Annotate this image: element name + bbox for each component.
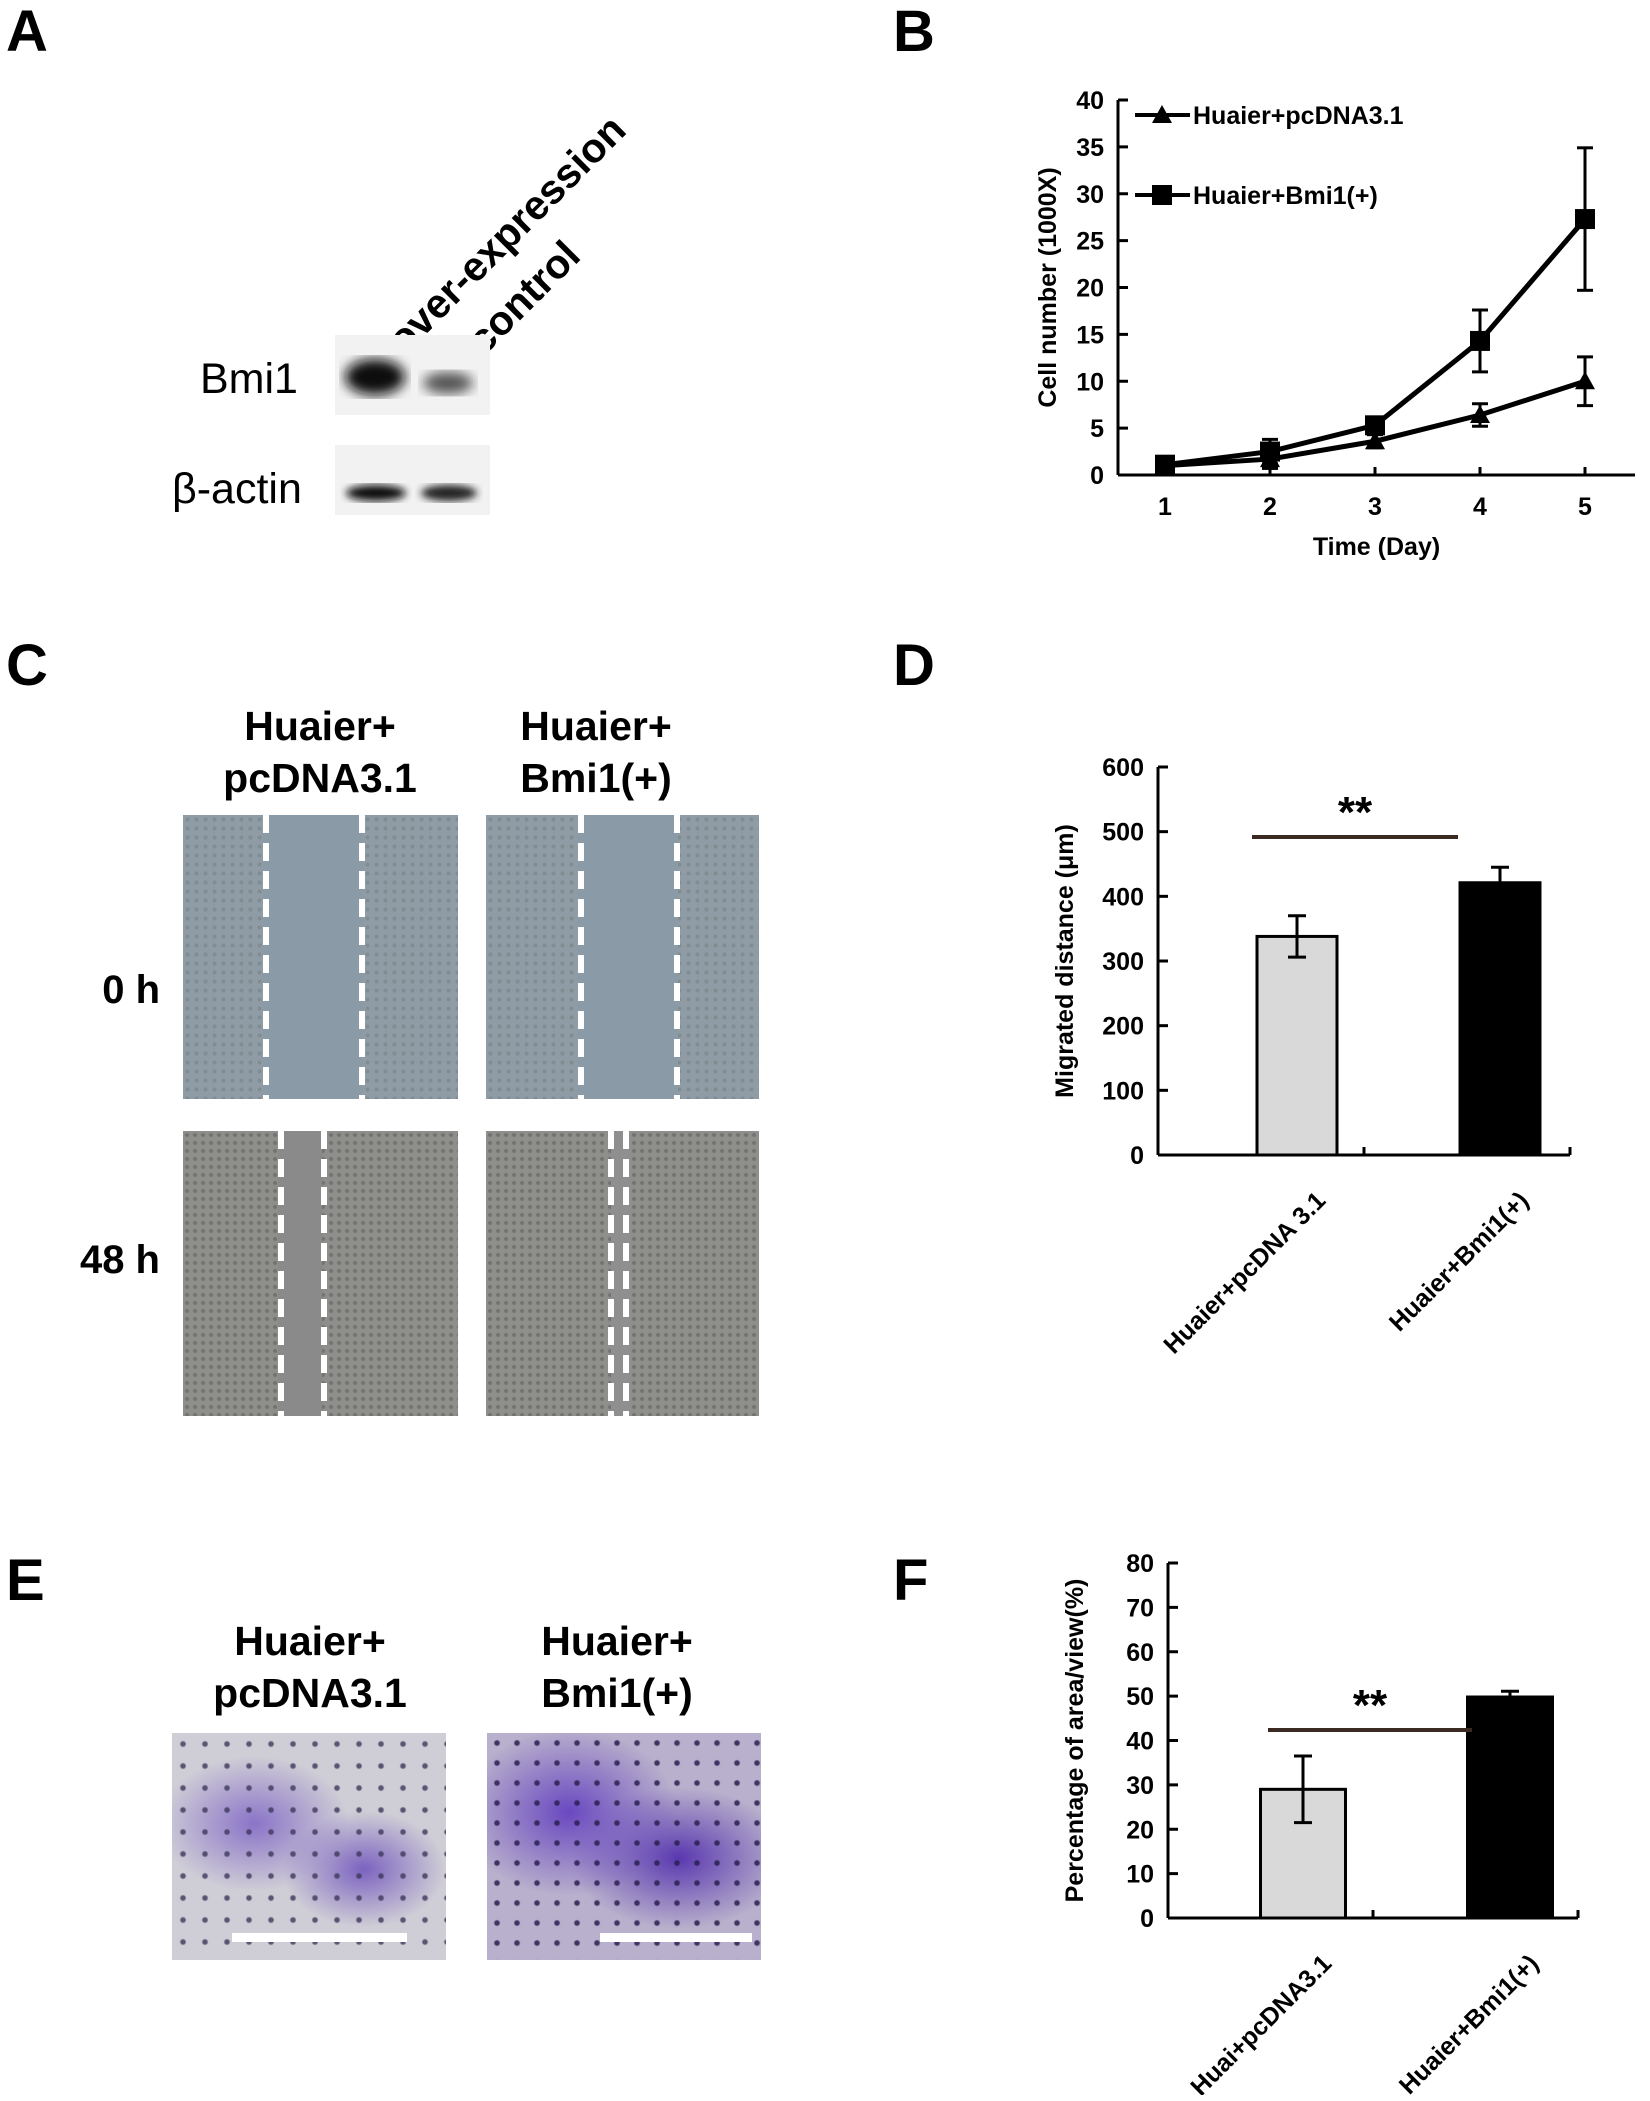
triangle-marker: [1365, 431, 1385, 450]
y-tick-label: 200: [1102, 1013, 1144, 1041]
y-tick-label: 100: [1102, 1077, 1144, 1105]
category-label: Huaier+Bmi1(+): [1384, 1186, 1534, 1336]
y-tick-label: 40: [1076, 87, 1104, 115]
legend-label: Huaier+Bmi1(+): [1193, 182, 1378, 210]
y-tick-label: 300: [1102, 948, 1144, 976]
y-axis-label: Migrated distance (μm): [1051, 824, 1079, 1098]
transwell-photo-pcdna: [172, 1733, 446, 1960]
y-tick-label: 10: [1076, 368, 1104, 396]
col-header-line: Bmi1(+): [541, 1670, 693, 1716]
y-tick-label: 20: [1126, 1816, 1154, 1844]
y-tick-label: 70: [1126, 1594, 1154, 1622]
panel-letter-c: C: [6, 633, 48, 698]
panel-letter-f: F: [893, 1548, 929, 1613]
y-tick-label: 10: [1126, 1861, 1154, 1889]
panel-letter-e: E: [6, 1548, 45, 1613]
significance-marker: **: [1338, 788, 1373, 837]
x-axis-label: Time (Day): [1313, 533, 1440, 561]
y-tick-label: 0: [1090, 462, 1104, 490]
col-header-line: pcDNA3.1: [223, 755, 417, 801]
square-marker: [1152, 185, 1172, 205]
wound-photo-pcdna-48h: [183, 1131, 458, 1416]
y-tick-label: 35: [1076, 134, 1104, 162]
x-tick-label: 3: [1368, 493, 1382, 521]
y-tick-label: 0: [1130, 1142, 1144, 1170]
square-marker: [1260, 441, 1280, 462]
y-axis-label: Percentage of area/view(%): [1061, 1579, 1089, 1903]
area-percentage-bar-chart: 0 10 20 30 40 50 60 70 80 Percentage of area/view…: [1061, 1550, 1580, 2095]
col-header-line: Huaier+: [541, 1618, 693, 1664]
x-tick-label: 1: [1158, 493, 1172, 521]
transwell-photo-bmi1: [487, 1733, 761, 1960]
col-header-bmi1-c: Huaier+ Bmi1(+): [446, 700, 746, 804]
x-tick-label: 4: [1473, 493, 1487, 521]
y-tick-label: 500: [1102, 819, 1144, 847]
col-header-line: Bmi1(+): [520, 755, 672, 801]
y-tick-label: 80: [1126, 1550, 1154, 1578]
bar: [1255, 934, 1339, 1157]
blot-row-label-beta-actin: β-actin: [172, 465, 302, 513]
col-header-line: Huaier+: [244, 703, 396, 749]
x-tick-label: 5: [1578, 493, 1592, 521]
y-tick-label: 15: [1076, 321, 1104, 349]
y-tick-label: 20: [1076, 275, 1104, 303]
triangle-marker: [1575, 371, 1595, 390]
western-blot-image: [335, 335, 490, 515]
blot-row-label-bmi1: Bmi1: [200, 355, 298, 403]
scale-bar: [600, 1933, 752, 1942]
wound-photo-bmi1-0h: [486, 815, 759, 1099]
scale-bar: [232, 1933, 407, 1942]
square-marker: [1155, 454, 1175, 475]
square-marker: [1575, 209, 1595, 230]
y-tick-label: 30: [1126, 1772, 1154, 1800]
y-tick-label: 25: [1076, 228, 1104, 256]
y-tick-label: 5: [1090, 415, 1104, 443]
wound-photo-bmi1-48h: [486, 1131, 759, 1416]
square-marker: [1365, 415, 1385, 436]
wound-photo-pcdna-0h: [183, 815, 458, 1099]
legend-label: Huaier+pcDNA3.1: [1193, 102, 1404, 130]
cell-number-line-chart: 0 5 10 15 20 25 30 35 40 1 2 3 4 5 Time (Day) Cell numb…: [1034, 87, 1635, 561]
bar: [1466, 1695, 1554, 1920]
col-header-line: Huaier+: [520, 703, 672, 749]
y-tick-label: 60: [1126, 1639, 1154, 1667]
col-header-line: pcDNA3.1: [213, 1670, 407, 1716]
y-tick-label: 40: [1126, 1728, 1154, 1756]
y-tick-label: 400: [1102, 883, 1144, 911]
y-tick-label: 600: [1102, 754, 1144, 782]
category-label: Huai+pcDNA3.1: [1185, 1949, 1337, 2095]
category-label: Huaier+pcDNA 3.1: [1158, 1186, 1331, 1359]
migrated-distance-bar-chart: 0 100 200 300 400 500 600 Migrated distance (μm…: [1051, 754, 1572, 1359]
square-marker: [1470, 330, 1490, 351]
col-header-bmi1-e: Huaier+ Bmi1(+): [467, 1615, 767, 1719]
col-header-pcdna-e: Huaier+ pcDNA3.1: [160, 1615, 460, 1719]
col-header-pcdna-c: Huaier+ pcDNA3.1: [170, 700, 470, 804]
y-tick-label: 30: [1076, 181, 1104, 209]
y-axis-label: Cell number (1000X): [1034, 167, 1062, 407]
significance-marker: **: [1353, 1681, 1388, 1730]
panel-letter-b: B: [893, 0, 935, 64]
y-tick-label: 0: [1140, 1905, 1154, 1933]
col-header-line: Huaier+: [234, 1618, 386, 1664]
triangle-marker: [1152, 105, 1172, 123]
row-label-0h: 0 h: [102, 968, 160, 1012]
x-tick-label: 2: [1263, 493, 1277, 521]
panel-letter-d: D: [893, 633, 935, 698]
bar: [1458, 881, 1542, 1157]
panel-letter-a: A: [6, 0, 48, 64]
triangle-marker: [1470, 405, 1490, 423]
y-tick-label: 50: [1126, 1683, 1154, 1711]
row-label-48h: 48 h: [79, 1238, 160, 1282]
category-label: Huaier+Bmi1(+): [1394, 1949, 1544, 2095]
